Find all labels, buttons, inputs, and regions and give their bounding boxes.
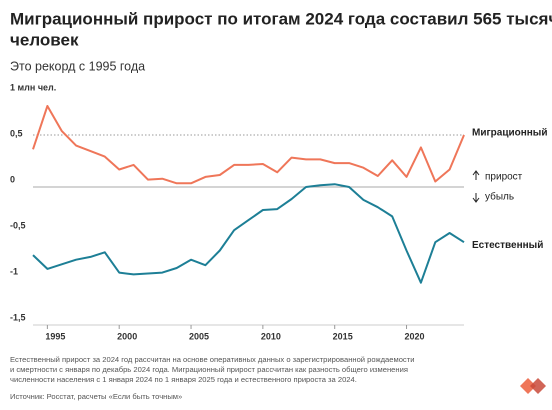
annotation: прирост: [485, 172, 523, 183]
x-tick-label: 2005: [189, 331, 209, 341]
annotation: убыль: [485, 191, 514, 203]
footnote: численности населения с 1 января 2024 по…: [10, 375, 357, 384]
y-tick-label: 1 млн чел.: [10, 82, 56, 92]
x-tick-label: 2000: [117, 331, 137, 341]
y-tick-label: -0,5: [10, 220, 26, 230]
y-tick-label: -1: [10, 266, 18, 276]
series-label: Миграционный: [472, 128, 547, 139]
y-tick-label: 0,5: [10, 128, 23, 138]
logo: [520, 378, 546, 394]
series-line: [32, 183, 465, 284]
x-tick-label: 2010: [261, 331, 281, 341]
footnote: Естественный прирост за 2024 год рассчит…: [10, 355, 414, 364]
series-line: [32, 105, 465, 185]
chart-title: человек: [10, 30, 79, 49]
chart-title: Миграционный прирост по итогам 2024 года…: [10, 9, 552, 28]
chart-subtitle: Это рекорд с 1995 года: [10, 59, 145, 73]
footnote: и смертности с января по декабрь 2024 го…: [10, 365, 408, 374]
arrow-down: [472, 193, 480, 203]
series-label: Естественный: [472, 240, 543, 251]
x-tick-label: 1995: [45, 331, 65, 341]
arrow-up: [472, 170, 480, 180]
source: Источник: Росстат, расчеты «Если быть то…: [10, 392, 182, 401]
y-tick-label: -1,5: [10, 312, 26, 322]
y-tick-label: 0: [10, 174, 15, 184]
x-tick-label: 2020: [405, 331, 425, 341]
x-tick-label: 2015: [333, 331, 353, 341]
